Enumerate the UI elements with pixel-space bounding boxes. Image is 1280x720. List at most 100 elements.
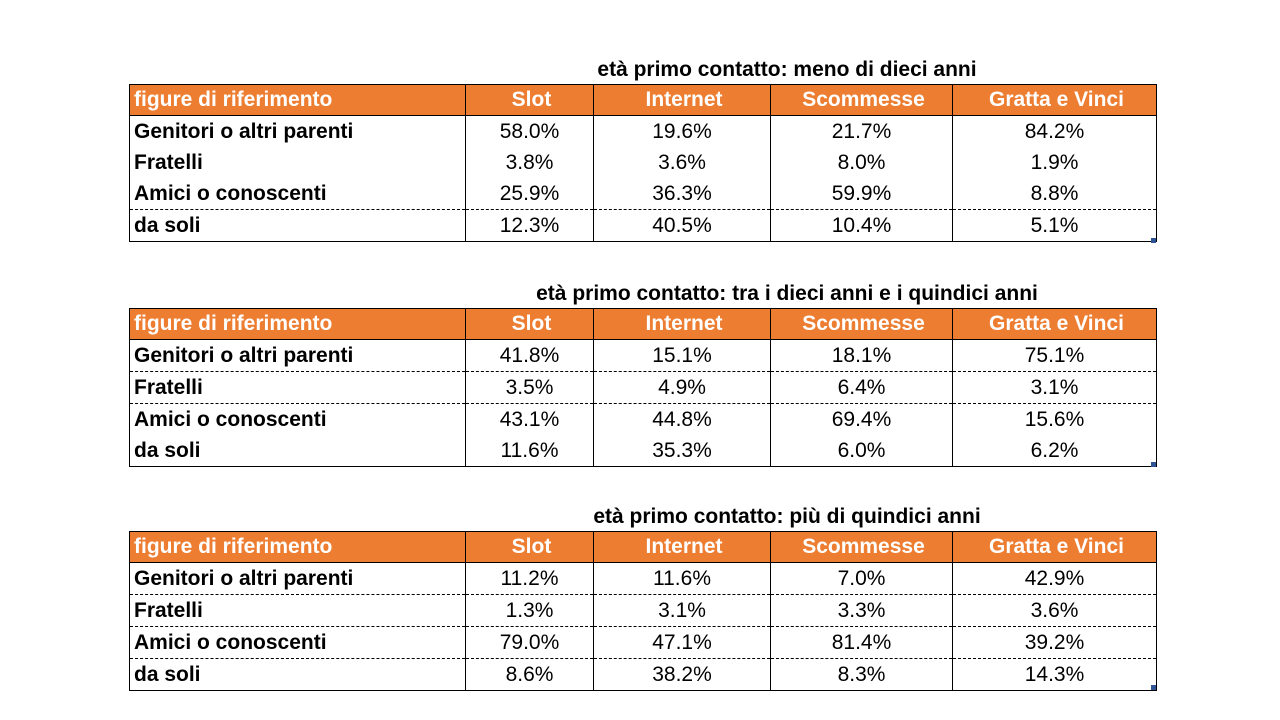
table-cell: 38.2% (593, 658, 771, 691)
data-table: figure di riferimento Slot Internet Scom… (129, 531, 1157, 691)
table-cell: 7.0% (770, 562, 953, 595)
table-row: da soli 8.6% 38.2% 8.3% 14.3% (129, 658, 1157, 691)
row-label: Genitori o altri parenti (129, 562, 466, 595)
table-cell: 6.0% (770, 435, 953, 467)
table-cell: 35.3% (593, 435, 771, 467)
table-cell: 12.3% (465, 209, 594, 242)
table-cell: 8.3% (770, 658, 953, 691)
table-cell: 58.0% (465, 115, 594, 147)
table-cell: 10.4% (770, 209, 953, 242)
header-cell: figure di riferimento (129, 84, 466, 116)
table-cell: 36.3% (593, 178, 771, 210)
table-cell: 11.2% (465, 562, 594, 595)
table-row: Fratelli 3.5% 4.9% 6.4% 3.1% (129, 371, 1157, 404)
table-cell: 11.6% (465, 435, 594, 467)
table-row: Genitori o altri parenti 41.8% 15.1% 18.… (129, 339, 1157, 372)
table-cell: 11.6% (593, 562, 771, 595)
table-cell: 8.8% (952, 178, 1157, 210)
row-label: Fratelli (129, 371, 466, 404)
table-row: Fratelli 1.3% 3.1% 3.3% 3.6% (129, 594, 1157, 627)
table-cell: 4.9% (593, 371, 771, 404)
table-caption: età primo contatto: tra i dieci anni e i… (536, 282, 1038, 305)
row-label: da soli (129, 435, 466, 467)
table-cell: 14.3% (952, 658, 1157, 691)
header-cell: figure di riferimento (129, 531, 466, 563)
table-cell: 21.7% (770, 115, 953, 147)
table-cell: 19.6% (593, 115, 771, 147)
selection-handle-icon[interactable] (1151, 238, 1156, 243)
row-label: Genitori o altri parenti (129, 115, 466, 147)
header-cell: Internet (593, 531, 771, 563)
table-cell: 15.6% (952, 403, 1157, 435)
header-cell: Internet (593, 308, 771, 340)
row-label: Fratelli (129, 147, 466, 178)
table-cell: 3.1% (593, 594, 771, 627)
header-cell: Scommesse (770, 531, 953, 563)
header-row: figure di riferimento Slot Internet Scom… (129, 84, 1157, 116)
table-cell: 3.6% (593, 147, 771, 178)
table-cell: 8.6% (465, 658, 594, 691)
table-row: Amici o conoscenti 79.0% 47.1% 81.4% 39.… (129, 626, 1157, 659)
table-cell: 18.1% (770, 339, 953, 372)
table-cell: 1.3% (465, 594, 594, 627)
header-cell: Scommesse (770, 84, 953, 116)
row-label: Amici o conoscenti (129, 626, 466, 659)
table-cell: 42.9% (952, 562, 1157, 595)
data-table: figure di riferimento Slot Internet Scom… (129, 308, 1157, 467)
table-cell: 3.5% (465, 371, 594, 404)
table-cell: 15.1% (593, 339, 771, 372)
header-cell: Gratta e Vinci (952, 531, 1157, 563)
header-cell: Internet (593, 84, 771, 116)
table-cell: 25.9% (465, 178, 594, 210)
header-cell: Slot (465, 84, 594, 116)
table-row: Genitori o altri parenti 58.0% 19.6% 21.… (129, 115, 1157, 147)
header-cell: Slot (465, 308, 594, 340)
table-cell: 6.4% (770, 371, 953, 404)
table-cell: 3.1% (952, 371, 1157, 404)
table-cell: 84.2% (952, 115, 1157, 147)
table-cell: 75.1% (952, 339, 1157, 372)
header-cell: Gratta e Vinci (952, 308, 1157, 340)
row-label: Amici o conoscenti (129, 178, 466, 210)
table-cell: 43.1% (465, 403, 594, 435)
table-cell: 3.3% (770, 594, 953, 627)
table-cell: 3.8% (465, 147, 594, 178)
table-block-under-ten: età primo contatto: meno di dieci anni f… (129, 56, 1157, 246)
table-cell: 41.8% (465, 339, 594, 372)
table-row: da soli 12.3% 40.5% 10.4% 5.1% (129, 209, 1157, 242)
header-cell: figure di riferimento (129, 308, 466, 340)
header-cell: Slot (465, 531, 594, 563)
table-cell: 8.0% (770, 147, 953, 178)
table-row: Fratelli 3.8% 3.6% 8.0% 1.9% (129, 147, 1157, 178)
table-row: Amici o conoscenti 25.9% 36.3% 59.9% 8.8… (129, 178, 1157, 210)
table-cell: 6.2% (952, 435, 1157, 467)
row-label: da soli (129, 209, 466, 242)
table-row: Genitori o altri parenti 11.2% 11.6% 7.0… (129, 562, 1157, 595)
selection-handle-icon[interactable] (1151, 462, 1156, 467)
header-cell: Scommesse (770, 308, 953, 340)
table-caption: età primo contatto: meno di dieci anni (597, 58, 977, 81)
table-block-ten-to-fifteen: età primo contatto: tra i dieci anni e i… (129, 280, 1157, 470)
table-row: da soli 11.6% 35.3% 6.0% 6.2% (129, 435, 1157, 467)
table-cell: 69.4% (770, 403, 953, 435)
table-row: Amici o conoscenti 43.1% 44.8% 69.4% 15.… (129, 403, 1157, 435)
data-table: figure di riferimento Slot Internet Scom… (129, 84, 1157, 242)
row-label: Amici o conoscenti (129, 403, 466, 435)
table-cell: 39.2% (952, 626, 1157, 659)
row-label: da soli (129, 658, 466, 691)
table-caption: età primo contatto: più di quindici anni (593, 505, 981, 528)
row-label: Genitori o altri parenti (129, 339, 466, 372)
table-cell: 44.8% (593, 403, 771, 435)
table-cell: 79.0% (465, 626, 594, 659)
header-row: figure di riferimento Slot Internet Scom… (129, 531, 1157, 563)
table-cell: 47.1% (593, 626, 771, 659)
table-cell: 5.1% (952, 209, 1157, 242)
selection-handle-icon[interactable] (1151, 685, 1156, 690)
table-block-over-fifteen: età primo contatto: più di quindici anni… (129, 503, 1157, 693)
table-cell: 1.9% (952, 147, 1157, 178)
row-label: Fratelli (129, 594, 466, 627)
header-cell: Gratta e Vinci (952, 84, 1157, 116)
table-cell: 3.6% (952, 594, 1157, 627)
table-cell: 59.9% (770, 178, 953, 210)
header-row: figure di riferimento Slot Internet Scom… (129, 308, 1157, 340)
